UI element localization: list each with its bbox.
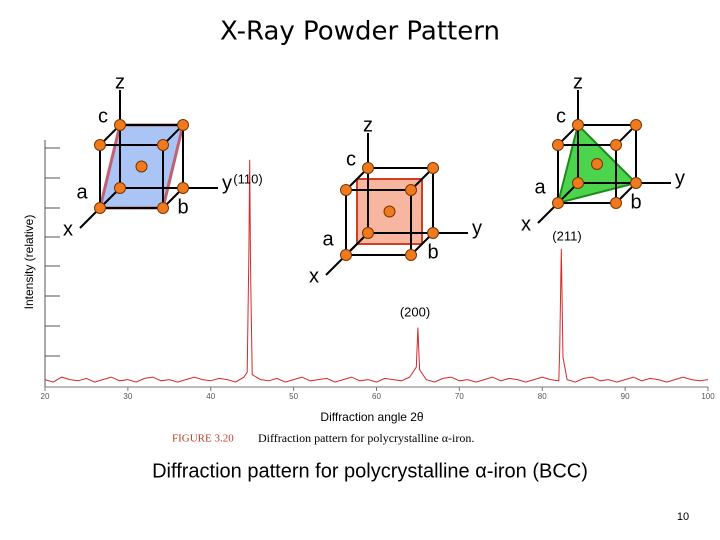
cube-label: y bbox=[675, 167, 685, 189]
atom bbox=[135, 160, 148, 173]
cube-label: a bbox=[76, 181, 88, 203]
x-tick-label: 50 bbox=[289, 392, 298, 401]
cube-label: z bbox=[363, 114, 373, 136]
cube-label: z bbox=[573, 71, 583, 93]
atom bbox=[94, 202, 106, 214]
cube-label: a bbox=[322, 228, 334, 250]
atom bbox=[340, 184, 352, 196]
atom bbox=[405, 249, 417, 261]
atom bbox=[610, 197, 622, 209]
atom bbox=[572, 177, 584, 189]
cube-label: b bbox=[177, 196, 188, 218]
page-number: 10 bbox=[677, 511, 689, 523]
y-axis-label: Intensity (relative) bbox=[22, 215, 36, 310]
atom bbox=[177, 119, 189, 131]
cube-label: z bbox=[115, 71, 125, 93]
cube-label: y bbox=[472, 217, 482, 239]
atom bbox=[177, 182, 189, 194]
atom bbox=[610, 139, 622, 151]
atom bbox=[572, 119, 584, 131]
figure-caption: Diffraction pattern for polycrystalline … bbox=[258, 431, 474, 445]
atom bbox=[552, 197, 564, 209]
x-tick-label: 40 bbox=[206, 392, 215, 401]
peak-label: (200) bbox=[400, 304, 430, 319]
title: X-Ray Powder Pattern bbox=[220, 17, 500, 47]
atom bbox=[157, 202, 169, 214]
cube-label: b bbox=[427, 241, 438, 263]
x-tick-label: 90 bbox=[621, 392, 630, 401]
x-tick-label: 20 bbox=[41, 392, 50, 401]
y-axis bbox=[44, 140, 60, 387]
atom bbox=[552, 139, 564, 151]
cube-label: x bbox=[309, 265, 319, 287]
atom bbox=[630, 119, 642, 131]
cube-label: x bbox=[521, 213, 531, 235]
cube-label: c bbox=[346, 148, 356, 170]
cube-label: a bbox=[534, 176, 546, 198]
atom bbox=[362, 162, 374, 174]
atom bbox=[340, 249, 352, 261]
atom bbox=[94, 139, 106, 151]
x-tick-label: 60 bbox=[372, 392, 381, 401]
cube-label: x bbox=[63, 218, 73, 240]
atom bbox=[114, 182, 126, 194]
cube-label: b bbox=[630, 191, 641, 213]
atom bbox=[157, 139, 169, 151]
peak-label: (211) bbox=[552, 228, 581, 243]
atom bbox=[405, 184, 417, 196]
atom bbox=[630, 177, 642, 189]
x-axis-label: Diffraction angle 2θ bbox=[320, 410, 424, 424]
atom bbox=[114, 119, 126, 131]
atom bbox=[427, 227, 439, 239]
atom bbox=[591, 158, 603, 170]
subtitle: Diffraction pattern for polycrystalline … bbox=[152, 460, 588, 482]
cube-label: c bbox=[556, 105, 566, 127]
figure-number: FIGURE 3.20 bbox=[172, 433, 234, 445]
atom bbox=[383, 205, 396, 218]
atom bbox=[362, 227, 374, 239]
diffraction-line bbox=[44, 159, 709, 383]
x-tick-label: 30 bbox=[123, 392, 132, 401]
atom bbox=[427, 162, 439, 174]
peak-label: (110) bbox=[233, 171, 262, 186]
x-tick-label: 80 bbox=[538, 392, 547, 401]
x-tick-label: 100 bbox=[701, 392, 715, 401]
cube-label: y bbox=[222, 172, 232, 194]
x-tick-label: 70 bbox=[455, 392, 464, 401]
cube-label: c bbox=[98, 105, 108, 127]
